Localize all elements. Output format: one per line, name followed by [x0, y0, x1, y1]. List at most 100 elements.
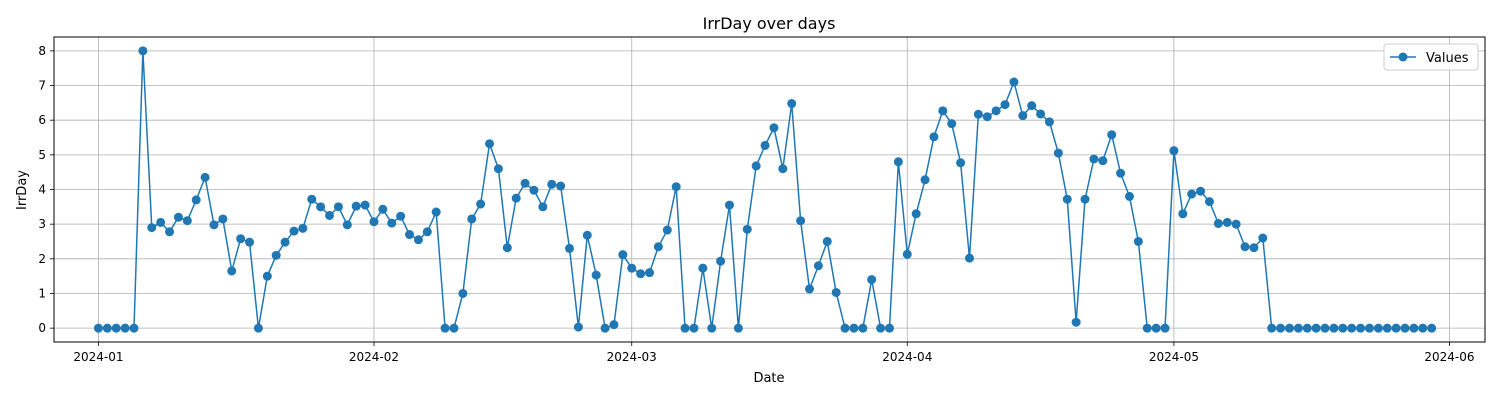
data-point — [813, 261, 823, 271]
data-point — [165, 227, 175, 237]
data-point — [911, 209, 921, 219]
x-tick-label: 2024-01 — [73, 350, 123, 364]
data-point — [1356, 323, 1366, 333]
data-point — [1249, 243, 1259, 253]
data-point — [1053, 148, 1063, 158]
data-point — [956, 158, 966, 168]
data-point — [298, 223, 308, 233]
data-point — [485, 139, 495, 149]
data-point — [538, 202, 548, 212]
series-values — [93, 46, 1437, 333]
data-point — [769, 123, 779, 133]
data-point — [893, 157, 903, 167]
data-point — [1187, 189, 1197, 199]
data-point — [609, 320, 619, 330]
data-point — [1062, 194, 1072, 204]
data-point — [262, 271, 272, 281]
data-point — [689, 323, 699, 333]
data-point — [991, 106, 1001, 116]
data-point — [1142, 323, 1152, 333]
data-point — [342, 220, 352, 230]
data-point — [920, 175, 930, 185]
data-point — [1196, 186, 1206, 196]
data-point — [378, 204, 388, 214]
data-point — [1160, 323, 1170, 333]
data-point — [973, 109, 983, 119]
data-point — [1222, 217, 1232, 227]
data-point — [1107, 130, 1117, 140]
data-point — [1204, 197, 1214, 207]
data-point — [751, 161, 761, 171]
data-point — [316, 202, 326, 212]
data-point — [698, 263, 708, 273]
data-point — [556, 181, 566, 191]
legend-marker — [1398, 52, 1408, 62]
data-point — [831, 287, 841, 297]
data-point — [982, 112, 992, 122]
data-point — [1302, 323, 1312, 333]
x-tick-label: 2024-02 — [349, 350, 399, 364]
data-point — [1036, 109, 1046, 119]
y-tick-label: 5 — [38, 148, 46, 162]
data-point — [876, 323, 886, 333]
y-tick-label: 8 — [38, 44, 46, 58]
data-point — [245, 237, 255, 247]
data-point — [1169, 146, 1179, 156]
data-point — [618, 250, 628, 260]
legend-label: Values — [1426, 51, 1469, 66]
data-point — [671, 182, 681, 192]
data-point — [93, 323, 103, 333]
data-point — [645, 268, 655, 278]
data-point — [725, 200, 734, 210]
data-point — [573, 322, 583, 332]
data-point — [1213, 218, 1223, 228]
data-point — [1151, 323, 1161, 333]
data-point — [182, 216, 192, 226]
data-point — [111, 323, 121, 333]
data-point — [867, 275, 877, 285]
data-point — [840, 323, 850, 333]
data-point — [1124, 191, 1134, 201]
data-point — [1258, 233, 1268, 243]
data-point — [102, 323, 112, 333]
data-point — [387, 218, 397, 228]
data-point — [805, 284, 814, 294]
data-point — [1009, 77, 1019, 87]
data-point — [129, 323, 139, 333]
chart-title: IrrDay over days — [703, 14, 836, 33]
data-point — [156, 217, 166, 227]
data-point — [1231, 219, 1241, 229]
data-point — [1080, 194, 1090, 204]
data-point — [476, 199, 486, 209]
data-point — [884, 323, 894, 333]
data-point — [1338, 323, 1348, 333]
y-tick-label: 2 — [38, 252, 46, 266]
data-point — [422, 227, 432, 237]
data-point — [1382, 323, 1392, 333]
data-point — [1418, 323, 1428, 333]
data-point — [493, 164, 503, 174]
y-tick-label: 0 — [38, 321, 46, 335]
legend-box — [1383, 43, 1479, 71]
data-point — [227, 266, 237, 276]
data-point — [1373, 323, 1383, 333]
data-point — [591, 270, 601, 280]
data-point — [360, 200, 370, 210]
data-point — [351, 201, 361, 211]
data-point — [796, 216, 806, 226]
data-point — [271, 250, 281, 260]
data-point — [680, 323, 690, 333]
data-point — [733, 323, 743, 333]
y-tick-label: 3 — [38, 217, 46, 231]
data-point — [582, 230, 592, 240]
grid-lines — [54, 37, 1485, 342]
data-point — [511, 193, 521, 203]
data-point — [707, 323, 717, 333]
y-tick-label: 7 — [38, 79, 46, 93]
data-point — [236, 234, 246, 244]
data-point — [902, 249, 912, 259]
data-point — [440, 323, 450, 333]
data-point — [849, 323, 859, 333]
data-point — [1320, 323, 1330, 333]
